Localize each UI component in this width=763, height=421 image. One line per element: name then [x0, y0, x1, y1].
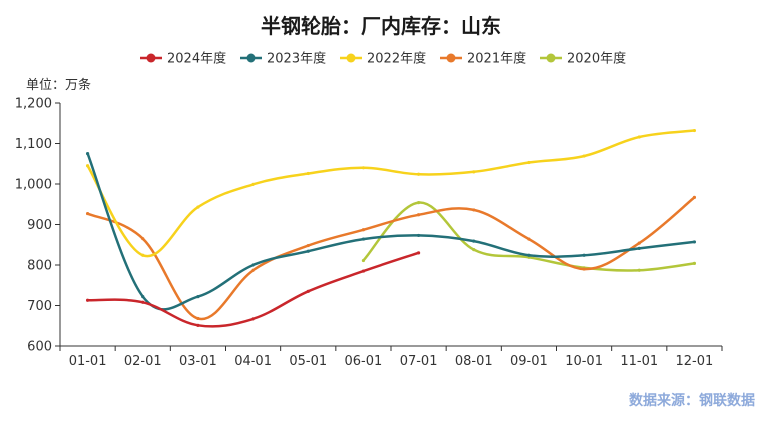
data-point [196, 316, 200, 321]
x-tick-label: 12-01 [676, 354, 714, 369]
x-tick-label: 02-01 [124, 354, 162, 369]
data-point [361, 269, 366, 273]
series-line [86, 196, 696, 321]
data-point [361, 237, 366, 241]
y-tick-label: 600 [27, 340, 52, 355]
y-tick-label: 900 [27, 218, 52, 233]
y-tick-label: 1,000 [15, 178, 52, 193]
x-tick-label: 04-01 [234, 354, 272, 369]
legend-item[interactable]: 2021年度 [440, 51, 526, 67]
data-point [306, 249, 310, 253]
legend-label: 2020年度 [567, 51, 626, 67]
y-tick-label: 1,200 [15, 97, 52, 112]
data-point [196, 323, 200, 327]
x-tick-label: 09-01 [510, 354, 548, 369]
data-point [582, 253, 586, 257]
y-tick-label: 800 [27, 259, 52, 274]
data-point [141, 237, 145, 241]
data-point [582, 154, 586, 158]
data-point [361, 166, 366, 170]
legend-item[interactable]: 2020年度 [540, 51, 626, 67]
data-point [472, 248, 476, 252]
x-tick-label: 05-01 [289, 354, 327, 369]
data-point [85, 152, 90, 156]
data-point [141, 294, 145, 299]
data-point [416, 233, 421, 238]
x-tick-label: 07-01 [400, 354, 438, 369]
series-2023年度 [85, 152, 697, 311]
data-point [196, 294, 200, 299]
data-point [692, 261, 697, 265]
legend-label: 2024年度 [167, 51, 226, 67]
data-point [472, 239, 476, 243]
y-tick-label: 1,100 [15, 137, 52, 152]
legend-item[interactable]: 2023年度 [240, 51, 326, 67]
legend-dot-swatch [346, 53, 356, 63]
data-point [361, 258, 366, 263]
source-note: 数据来源：钢联数据 [629, 392, 755, 409]
data-point [637, 135, 641, 139]
legend-label: 2021年度 [467, 51, 526, 67]
data-point [472, 170, 476, 174]
data-point [637, 246, 641, 250]
data-point [141, 300, 145, 304]
series-2022年度 [85, 128, 697, 258]
data-point [141, 253, 145, 257]
legend-label: 2022年度 [367, 51, 426, 67]
axes: 600 700 800 900 1,000 1,100 1,200 01-01 02-01 03-… [15, 97, 723, 369]
x-tick-label: 08-01 [455, 354, 493, 369]
data-point [85, 211, 90, 216]
data-point [361, 228, 366, 232]
x-tick-label: 06-01 [345, 354, 383, 369]
x-tick-label: 10-01 [565, 354, 603, 369]
data-point [306, 171, 310, 176]
legend: 2024年度 2023年度 2022年度 2021年度 2020年度 [140, 51, 626, 67]
legend-label: 2023年度 [267, 51, 326, 67]
legend-dot-swatch [246, 53, 256, 63]
data-point [692, 128, 697, 133]
data-point [85, 298, 90, 302]
data-point [251, 182, 255, 187]
data-point [306, 243, 310, 248]
data-point [416, 172, 421, 176]
data-point [306, 289, 310, 293]
data-point [85, 164, 90, 168]
chart-title: 半钢轮胎：厂内库存：山东 [261, 14, 501, 38]
series-line [86, 152, 696, 311]
data-point [527, 253, 531, 257]
legend-item[interactable]: 2024年度 [140, 51, 226, 67]
y-axis-unit-label: 单位：万条 [26, 77, 91, 93]
data-point [637, 268, 641, 272]
data-point [251, 263, 255, 267]
data-point [416, 213, 421, 217]
x-tick-label: 03-01 [179, 354, 217, 369]
data-point [527, 160, 531, 165]
legend-dot-swatch [446, 53, 456, 63]
legend-dot-swatch [146, 53, 156, 63]
y-tick-label: 700 [27, 299, 52, 314]
data-point [527, 237, 531, 241]
series-layer [85, 128, 697, 328]
data-point [416, 201, 421, 205]
data-point [582, 267, 586, 271]
data-point [196, 205, 200, 209]
data-point [416, 251, 421, 255]
data-point [472, 208, 476, 212]
data-point [692, 240, 697, 244]
legend-dot-swatch [546, 53, 556, 63]
legend-item[interactable]: 2022年度 [340, 51, 426, 67]
data-point [251, 268, 255, 272]
x-tick-label: 01-01 [69, 354, 107, 369]
series-2024年度 [85, 251, 421, 328]
data-point [692, 195, 697, 199]
data-point [251, 317, 255, 321]
x-tick-label: 11-01 [620, 354, 658, 369]
data-point [637, 241, 641, 245]
series-2020年度 [361, 201, 697, 272]
series-2021年度 [85, 195, 697, 321]
